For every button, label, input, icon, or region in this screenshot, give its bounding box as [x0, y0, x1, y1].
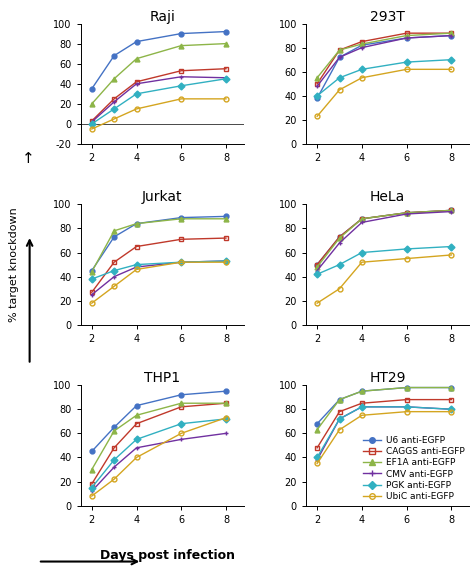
Text: ↑: ↑ — [22, 151, 35, 166]
Title: HeLa: HeLa — [370, 191, 405, 205]
Text: % target knockdown: % target knockdown — [9, 207, 19, 322]
Title: Jurkat: Jurkat — [142, 191, 182, 205]
Title: THP1: THP1 — [144, 371, 180, 385]
Title: Raji: Raji — [149, 9, 175, 24]
Text: Days post infection: Days post infection — [100, 549, 235, 562]
Title: 293T: 293T — [370, 9, 405, 24]
Title: HT29: HT29 — [369, 371, 406, 385]
Legend: U6 anti-EGFP, CAGGS anti-EGFP, EF1A anti-EGFP, CMV anti-EGFP, PGK anti-EGFP, Ubi: U6 anti-EGFP, CAGGS anti-EGFP, EF1A anti… — [364, 436, 465, 501]
